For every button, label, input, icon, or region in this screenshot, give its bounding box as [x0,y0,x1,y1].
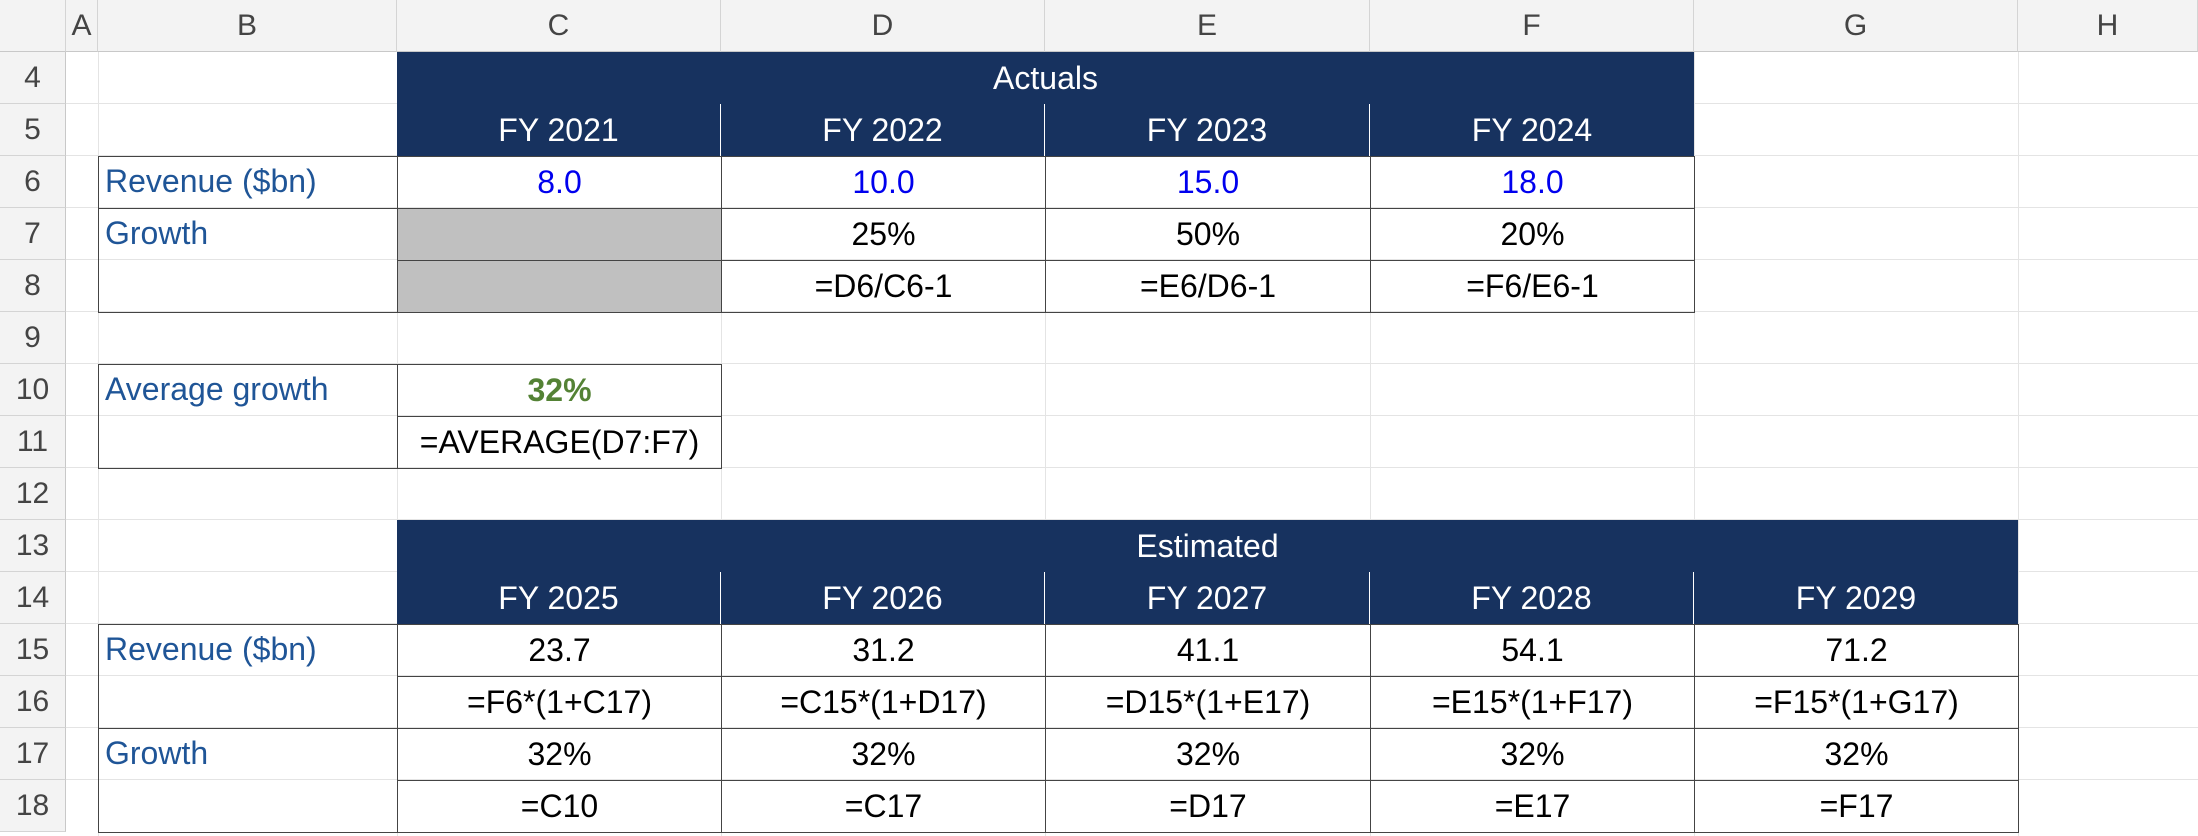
revenue-e15[interactable]: 41.1 [1045,624,1371,677]
revenue-c15[interactable]: 23.7 [397,624,722,677]
row-header-4[interactable]: 4 [0,52,66,104]
growth-f7[interactable]: 20% [1370,208,1695,261]
formula-g16[interactable]: =F15*(1+G17) [1694,676,2019,729]
column-header-h[interactable]: H [2018,0,2198,52]
revenue-d15[interactable]: 31.2 [721,624,1046,677]
average-growth-label[interactable]: Average growth [98,364,398,469]
estimated-year-f14[interactable]: FY 2028 [1370,572,1694,624]
growth-d17[interactable]: 32% [721,728,1046,781]
row-header-11[interactable]: 11 [0,416,66,468]
revenue-d6[interactable]: 10.0 [721,156,1046,209]
revenue-e6[interactable]: 15.0 [1045,156,1371,209]
gridline [1045,52,1046,836]
actuals-year-c5[interactable]: FY 2021 [397,104,721,156]
formula-f18[interactable]: =E17 [1370,780,1695,833]
actuals-year-f5[interactable]: FY 2024 [1370,104,1694,156]
gridline [66,311,2198,312]
row-header-17[interactable]: 17 [0,728,66,780]
formula-e18[interactable]: =D17 [1045,780,1371,833]
revenue-g15[interactable]: 71.2 [1694,624,2019,677]
gridline [66,727,2198,728]
row-header-10[interactable]: 10 [0,364,66,416]
estimated-revenue-label[interactable]: Revenue ($bn) [98,624,398,729]
estimated-year-d14[interactable]: FY 2026 [721,572,1045,624]
gridline [1370,52,1371,836]
row-header-18[interactable]: 18 [0,780,66,832]
estimated-growth-label[interactable]: Growth [98,728,398,833]
row-header-12[interactable]: 12 [0,468,66,520]
gridline [66,363,2198,364]
actuals-revenue-label[interactable]: Revenue ($bn) [98,156,398,209]
growth-e17[interactable]: 32% [1045,728,1371,781]
formula-f16[interactable]: =E15*(1+F17) [1370,676,1695,729]
column-header-e[interactable]: E [1045,0,1370,52]
actuals-year-d5[interactable]: FY 2022 [721,104,1045,156]
select-all-corner[interactable] [0,0,66,52]
growth-f17[interactable]: 32% [1370,728,1695,781]
growth-g17[interactable]: 32% [1694,728,2019,781]
row-header-5[interactable]: 5 [0,104,66,156]
actuals-title[interactable]: Actuals [397,52,1694,104]
row-header-15[interactable]: 15 [0,624,66,676]
gridline [66,519,2198,520]
column-header-f[interactable]: F [1370,0,1694,52]
actuals-growth-label[interactable]: Growth [98,208,398,313]
row-header-7[interactable]: 7 [0,208,66,260]
formula-c16[interactable]: =F6*(1+C17) [397,676,722,729]
formula-e16[interactable]: =D15*(1+E17) [1045,676,1371,729]
gridline [1694,52,1695,836]
estimated-title[interactable]: Estimated [397,520,2018,572]
actuals-year-e5[interactable]: FY 2023 [1045,104,1370,156]
column-header-a[interactable]: A [66,0,98,52]
gridline [66,207,2198,208]
estimated-year-e14[interactable]: FY 2027 [1045,572,1370,624]
row-header-14[interactable]: 14 [0,572,66,624]
formula-d8[interactable]: =D6/C6-1 [721,260,1046,313]
revenue-f15[interactable]: 54.1 [1370,624,1695,677]
formula-d16[interactable]: =C15*(1+D17) [721,676,1046,729]
average-growth-formula[interactable]: =AVERAGE(D7:F7) [397,416,722,469]
growth-d7[interactable]: 25% [721,208,1046,261]
revenue-c6[interactable]: 8.0 [397,156,722,209]
row-header-6[interactable]: 6 [0,156,66,208]
estimated-year-c14[interactable]: FY 2025 [397,572,721,624]
growth-c7[interactable] [397,208,722,261]
gridline [66,779,2198,780]
formula-f8[interactable]: =F6/E6-1 [1370,260,1695,313]
gridline [66,467,2198,468]
formula-g18[interactable]: =F17 [1694,780,2019,833]
average-growth-value[interactable]: 32% [397,364,722,417]
formula-c18[interactable]: =C10 [397,780,722,833]
gridline [66,675,2198,676]
estimated-year-g14[interactable]: FY 2029 [1694,572,2018,624]
growth-c17[interactable]: 32% [397,728,722,781]
column-header-g[interactable]: G [1694,0,2018,52]
growth-e7[interactable]: 50% [1045,208,1371,261]
gridline [66,259,2198,260]
gridline [2018,52,2019,836]
column-header-c[interactable]: C [397,0,721,52]
row-header-8[interactable]: 8 [0,260,66,312]
revenue-f6[interactable]: 18.0 [1370,156,1695,209]
gridline [66,415,2198,416]
row-header-16[interactable]: 16 [0,676,66,728]
row-header-13[interactable]: 13 [0,520,66,572]
formula-c8[interactable] [397,260,722,313]
row-header-9[interactable]: 9 [0,312,66,364]
formula-e8[interactable]: =E6/D6-1 [1045,260,1371,313]
column-header-d[interactable]: D [721,0,1045,52]
column-header-b[interactable]: B [98,0,397,52]
formula-d18[interactable]: =C17 [721,780,1046,833]
